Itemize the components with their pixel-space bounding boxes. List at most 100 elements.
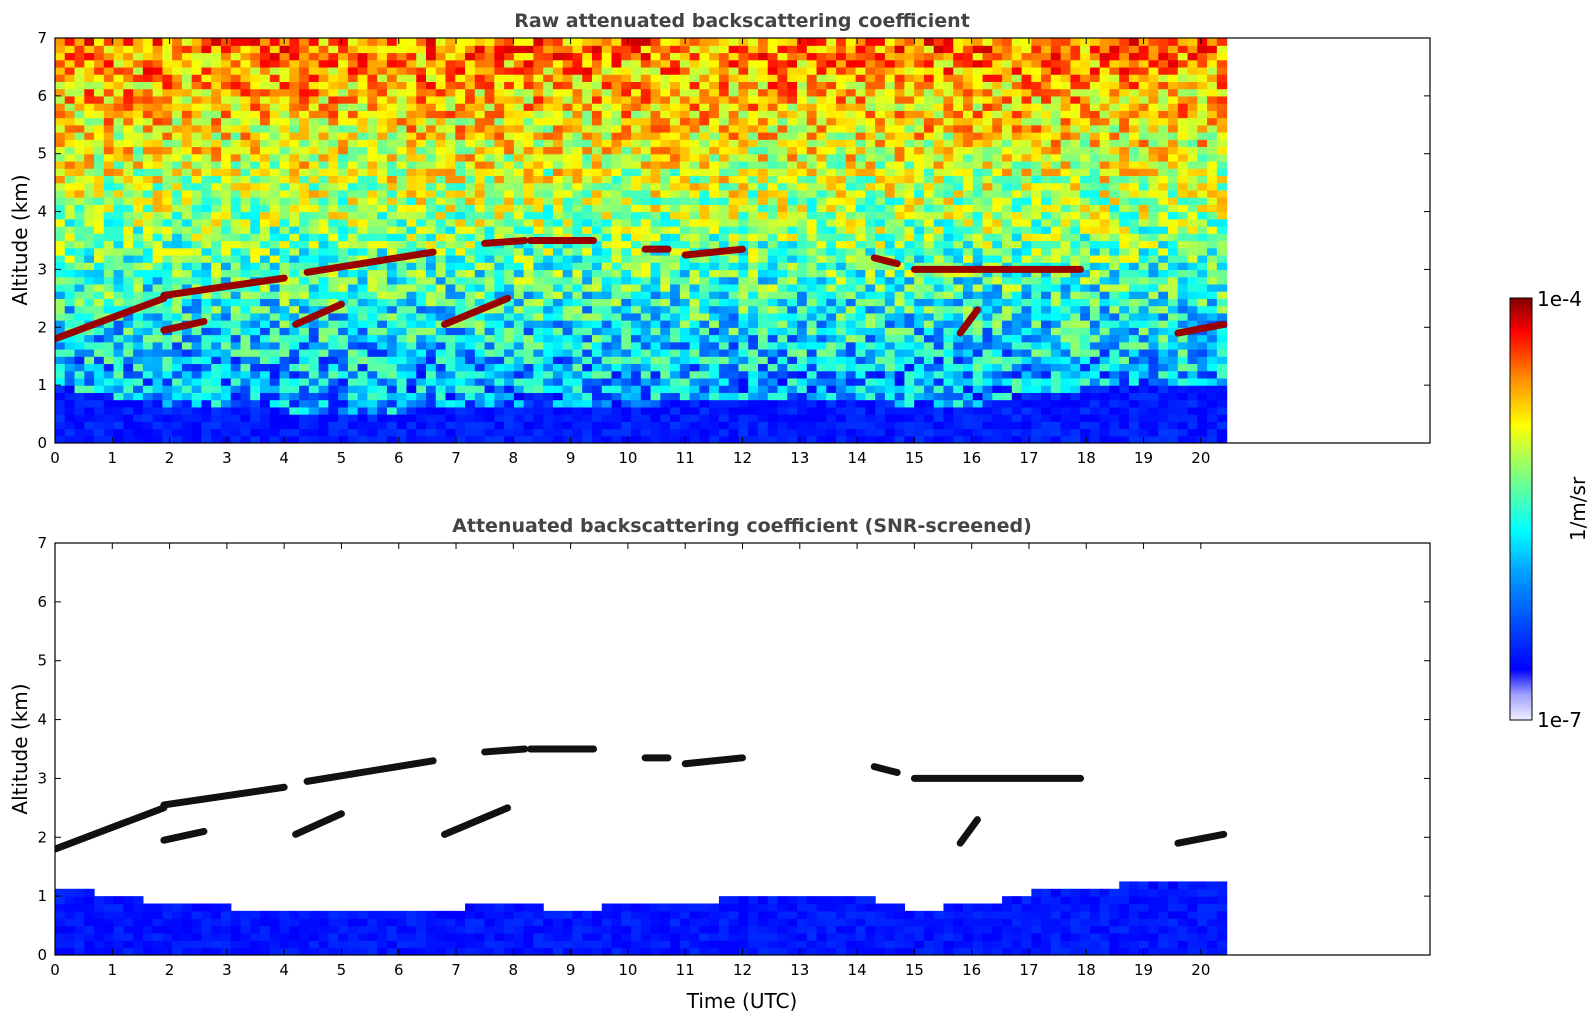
- heat-cell: [406, 312, 417, 321]
- heat-cell: [543, 218, 554, 227]
- heat-cell: [826, 428, 837, 437]
- heat-cell: [172, 428, 183, 437]
- heat-cell: [904, 240, 915, 249]
- heat-cell: [172, 168, 183, 177]
- heat-cell: [728, 377, 740, 386]
- heat-cell: [894, 132, 906, 140]
- heat-cell: [836, 117, 847, 126]
- heat-cell: [865, 117, 876, 126]
- heat-cell: [660, 103, 671, 111]
- heat-cell: [445, 276, 456, 285]
- heat-cell: [396, 95, 408, 104]
- heat-cell: [113, 327, 124, 336]
- heat-cell: [211, 95, 222, 104]
- heat-cell: [133, 175, 144, 184]
- heat-cell: [74, 370, 85, 379]
- heat-cell: [621, 283, 632, 292]
- heat-cell: [142, 153, 154, 162]
- heat-cell: [191, 392, 203, 401]
- heat-cell: [611, 182, 622, 191]
- heat-cell: [64, 385, 76, 393]
- heat-cell: [250, 269, 261, 278]
- heat-cell: [884, 211, 896, 220]
- heat-cell: [513, 276, 525, 285]
- heat-cell: [679, 59, 691, 68]
- heat-cell: [55, 88, 66, 97]
- heat-cell: [211, 291, 222, 299]
- heat-cell: [718, 276, 730, 285]
- heat-cell: [465, 88, 476, 97]
- heat-cell: [787, 45, 798, 54]
- heat-cell: [591, 153, 603, 162]
- heat-cell: [591, 298, 603, 307]
- heat-cell: [836, 305, 847, 314]
- heat-cell: [709, 197, 720, 205]
- heat-cell: [455, 45, 466, 54]
- heat-cell: [543, 370, 554, 379]
- heat-cell: [64, 52, 76, 61]
- heat-cell: [543, 103, 554, 111]
- heat-cell: [318, 421, 329, 430]
- heat-cell: [709, 168, 720, 177]
- heat-cell: [621, 132, 632, 140]
- heat-cell: [220, 117, 232, 126]
- heat-cell: [445, 124, 456, 133]
- heat-cell: [738, 153, 749, 162]
- heat-cell: [377, 327, 388, 336]
- heat-cell: [787, 334, 798, 343]
- heat-cell: [718, 298, 730, 307]
- heat-cell: [435, 370, 447, 379]
- heat-cell: [797, 226, 808, 234]
- heat-cell: [650, 341, 661, 350]
- heat-cell: [181, 117, 193, 126]
- heat-cell: [123, 421, 134, 430]
- heat-cell: [328, 233, 339, 242]
- heat-cell: [591, 204, 603, 213]
- heat-cell: [767, 406, 779, 415]
- heat-cell: [133, 52, 144, 61]
- heat-cell: [357, 45, 369, 54]
- heat-cell: [455, 435, 466, 443]
- heat-cell: [914, 182, 925, 191]
- heat-cell: [94, 81, 105, 90]
- heat-cell: [435, 81, 447, 90]
- heat-cell: [152, 95, 163, 104]
- heat-cell: [728, 341, 740, 350]
- heat-cell: [777, 406, 788, 415]
- heat-cell: [416, 175, 427, 184]
- heat-cell: [435, 66, 447, 75]
- heat-cell: [367, 298, 378, 307]
- heat-cell: [191, 110, 203, 119]
- heat-cell: [504, 226, 515, 234]
- heat-cell: [660, 175, 671, 184]
- heat-cell: [631, 146, 642, 155]
- heat-cell: [94, 334, 105, 343]
- heat-cell: [640, 399, 652, 408]
- heat-cell: [660, 124, 671, 133]
- heat-cell: [806, 211, 818, 220]
- heat-cell: [279, 406, 290, 415]
- heat-cell: [845, 312, 857, 321]
- heat-cell: [504, 124, 515, 133]
- heat-cell: [513, 74, 525, 82]
- heat-cell: [162, 139, 173, 148]
- heat-cell: [884, 197, 896, 205]
- heat-cell: [103, 305, 115, 314]
- heat-cell: [103, 211, 115, 220]
- heat-cell: [543, 95, 554, 104]
- heat-cell: [211, 110, 222, 119]
- heat-cell: [787, 218, 798, 227]
- heat-cell: [699, 52, 710, 61]
- heat-cell: [914, 305, 925, 314]
- heat-cell: [64, 182, 76, 191]
- heat-cell: [386, 305, 398, 314]
- heat-cell: [533, 428, 544, 437]
- heat-cell: [103, 189, 115, 198]
- heat-cell: [582, 363, 593, 372]
- heat-cell: [435, 52, 447, 61]
- heat-cell: [152, 117, 163, 126]
- heat-cell: [172, 399, 183, 408]
- heat-cell: [142, 95, 154, 104]
- heat-cell: [845, 298, 857, 307]
- heat-cell: [777, 247, 788, 256]
